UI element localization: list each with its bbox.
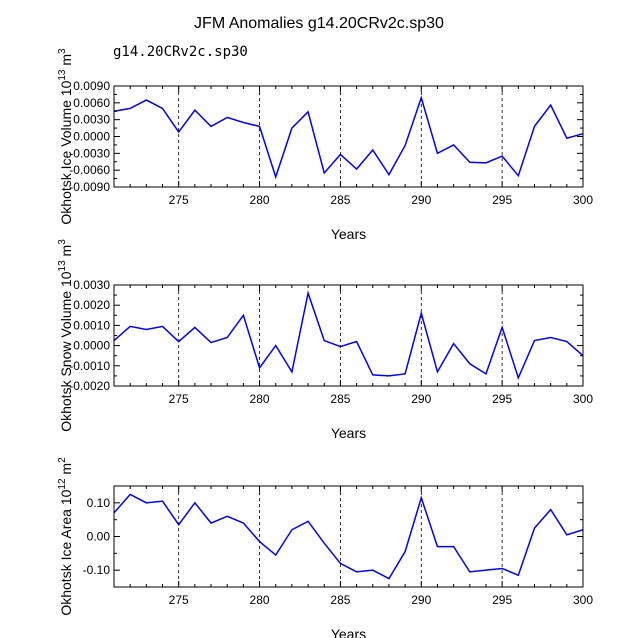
x-tick-label: 300 bbox=[573, 593, 593, 607]
y-tick-label: 0.0010 bbox=[73, 318, 110, 332]
x-axis-label: Years bbox=[331, 626, 366, 638]
y-tick-label: -0.0090 bbox=[69, 180, 110, 194]
y-tick-label: -0.0060 bbox=[69, 163, 110, 177]
x-tick-label: 280 bbox=[250, 392, 270, 406]
x-tick-label: 280 bbox=[250, 593, 270, 607]
y-axis-label: Okhotsk Ice Area 1012 m2 bbox=[57, 457, 74, 616]
x-tick-label: 290 bbox=[411, 593, 431, 607]
x-tick-label: 285 bbox=[330, 593, 350, 607]
panel-3: 275 280 285 290 295 300 0.10 0.00 -0.10 Years Okho… bbox=[57, 457, 593, 638]
y-tick-label: 0.0000 bbox=[73, 339, 110, 353]
y-tick-label: -0.10 bbox=[83, 563, 111, 577]
y-tick-label: 0.00 bbox=[87, 530, 111, 544]
x-tick-label: 295 bbox=[492, 392, 512, 406]
y-axis-label: Okhotsk Ice Volume 1013 m3 bbox=[57, 48, 74, 225]
y-axis-label: Okhotsk Snow Volume 1013 m3 bbox=[57, 239, 74, 432]
y-tick-label: -0.0010 bbox=[69, 359, 110, 373]
plot-frame bbox=[113, 85, 584, 188]
plot-frame bbox=[113, 284, 584, 387]
x-tick-label: 285 bbox=[330, 392, 350, 406]
series-line bbox=[113, 290, 584, 381]
x-tick-label: 275 bbox=[169, 593, 189, 607]
x-tick-label: 275 bbox=[169, 193, 189, 207]
x-tick-label: 300 bbox=[573, 193, 593, 207]
y-tick-label: -0.0020 bbox=[69, 379, 110, 393]
legend-label: g14.20CRv2c.sp30 bbox=[113, 44, 248, 60]
chart-title: JFM Anomalies g14.20CRv2c.sp30 bbox=[194, 15, 444, 32]
x-tick-label: 290 bbox=[411, 193, 431, 207]
x-tick-label: 295 bbox=[492, 593, 512, 607]
y-tick-label: 0.0020 bbox=[73, 298, 110, 312]
panels: 275 280 285 290 295 300 0.0090 0.0060 0.0030 0.00… bbox=[57, 48, 593, 638]
plot-frame bbox=[113, 485, 584, 588]
series-line bbox=[113, 95, 584, 180]
y-tick-label: 0.0090 bbox=[73, 79, 110, 93]
y-tick-label: 0.0000 bbox=[73, 130, 110, 144]
y-tick-label: 0.0030 bbox=[73, 278, 110, 292]
x-axis-label: Years bbox=[331, 226, 366, 242]
x-tick-label: 295 bbox=[492, 193, 512, 207]
panel-1: 275 280 285 290 295 300 0.0090 0.0060 0.0030 0.00… bbox=[57, 48, 593, 242]
y-tick-label: 0.10 bbox=[87, 496, 111, 510]
y-tick-label: 0.0030 bbox=[73, 113, 110, 127]
x-tick-label: 300 bbox=[573, 392, 593, 406]
y-tick-label: -0.0030 bbox=[69, 146, 110, 160]
x-tick-label: 275 bbox=[169, 392, 189, 406]
panel-2: 275 280 285 290 295 300 0.0030 0.0020 0.0010 0.00… bbox=[57, 239, 593, 441]
x-tick-label: 290 bbox=[411, 392, 431, 406]
x-tick-label: 285 bbox=[330, 193, 350, 207]
x-axis-label: Years bbox=[331, 425, 366, 441]
y-tick-label: 0.0060 bbox=[73, 96, 110, 110]
series-line bbox=[113, 493, 584, 580]
x-tick-label: 280 bbox=[250, 193, 270, 207]
